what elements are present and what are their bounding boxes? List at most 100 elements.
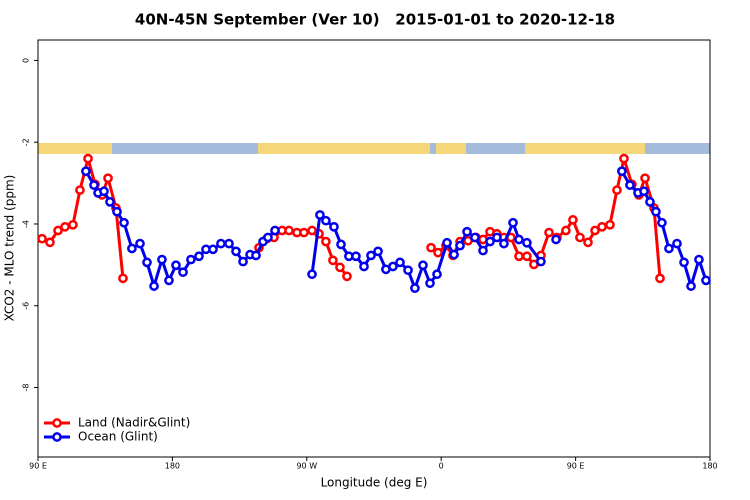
data-point — [251, 250, 261, 261]
land-strip — [258, 143, 430, 154]
data-point — [299, 227, 309, 238]
data-point — [536, 256, 546, 267]
data-point — [442, 237, 452, 248]
data-point — [694, 254, 704, 265]
data-point — [640, 173, 650, 184]
data-point — [672, 238, 682, 249]
data-point — [216, 238, 226, 249]
data-point — [433, 247, 443, 258]
data-point — [403, 265, 413, 276]
data-point — [83, 153, 93, 164]
data-point — [432, 269, 442, 280]
data-point — [373, 246, 383, 257]
y-tick-label: -4 — [22, 220, 31, 228]
data-point — [522, 237, 532, 248]
y-tick-label: -2 — [22, 138, 31, 146]
data-point — [75, 185, 85, 195]
data-point — [127, 243, 137, 254]
data-point — [53, 225, 63, 236]
data-point — [470, 232, 480, 243]
data-point — [208, 244, 218, 255]
data-point — [612, 185, 622, 195]
land-strip — [525, 143, 645, 154]
data-point — [366, 250, 376, 261]
data-point — [105, 197, 115, 207]
data-point — [551, 234, 561, 245]
data-point — [449, 249, 459, 260]
data-point — [142, 257, 152, 268]
data-point — [149, 281, 159, 291]
data-point — [81, 166, 91, 177]
data-point — [561, 225, 571, 236]
data-point — [321, 215, 331, 226]
data-point — [455, 240, 465, 251]
land-ocean-strip — [38, 143, 710, 154]
legend-label: Ocean (Glint) — [78, 430, 158, 444]
data-point — [194, 251, 204, 262]
data-point — [426, 242, 436, 253]
data-point — [590, 225, 600, 236]
data-point — [508, 217, 518, 228]
legend-label: Land (Nadir&Glint) — [78, 416, 190, 430]
data-point — [342, 271, 352, 282]
data-point — [119, 217, 129, 228]
data-point — [328, 255, 338, 266]
data-point — [664, 243, 674, 254]
data-point — [164, 275, 174, 286]
data-point — [568, 215, 578, 225]
data-point — [410, 283, 420, 294]
data-point — [335, 262, 345, 273]
x-tick-label: 90 E — [29, 462, 47, 471]
data-point — [395, 257, 405, 268]
data-point — [89, 180, 99, 190]
data-point — [575, 232, 585, 243]
x-tick-label: 0 — [439, 462, 444, 471]
data-point — [270, 225, 280, 236]
data-point — [135, 238, 145, 249]
data-point — [329, 221, 339, 232]
data-point — [284, 225, 294, 236]
data-point — [499, 238, 509, 249]
y-tick-label: 0 — [22, 58, 31, 63]
x-tick-label: 90 W — [296, 462, 317, 471]
data-point — [68, 219, 78, 230]
data-point — [605, 219, 615, 230]
y-axis-label: XCO2 - MLO trend (ppm) — [3, 175, 17, 322]
data-point — [45, 237, 55, 248]
land-strip — [436, 143, 466, 154]
data-point — [263, 232, 273, 243]
data-point — [321, 236, 331, 247]
data-point — [359, 261, 369, 272]
data-point — [617, 166, 627, 177]
data-point — [178, 267, 188, 278]
land-strip — [38, 143, 112, 154]
data-point — [686, 281, 696, 291]
data-point — [388, 261, 398, 272]
data-point — [425, 278, 435, 289]
data-point — [37, 233, 47, 244]
y-tick-label: -8 — [22, 384, 31, 392]
legend-marker — [52, 418, 62, 428]
data-point — [60, 221, 70, 232]
x-tick-label: 180 — [165, 462, 180, 471]
data-point — [462, 226, 472, 237]
data-point — [625, 180, 635, 190]
data-point — [651, 206, 661, 217]
data-point — [103, 173, 113, 184]
data-point — [679, 257, 689, 268]
data-point — [492, 232, 502, 243]
data-point — [315, 210, 325, 220]
data-point — [186, 254, 196, 265]
data-point — [514, 251, 524, 262]
data-point — [522, 251, 532, 262]
data-point — [238, 256, 248, 267]
x-tick-label: 90 E — [567, 462, 585, 471]
plot-frame — [37, 39, 711, 458]
data-point — [619, 153, 629, 164]
data-point — [157, 254, 167, 265]
data-point — [231, 246, 241, 257]
data-point — [701, 275, 711, 286]
data-point — [336, 239, 346, 250]
data-point — [478, 245, 488, 256]
x-axis-label: Longitude (deg E) — [321, 476, 428, 490]
